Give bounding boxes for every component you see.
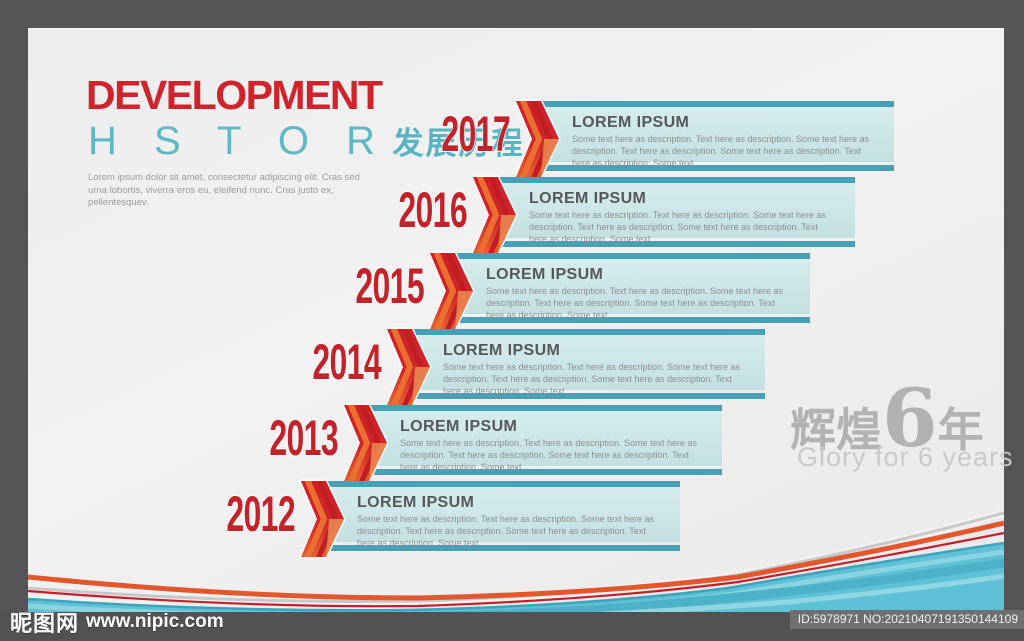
banner-description: Some text here as description. Text here…: [400, 438, 697, 472]
chevron-arrow-icon: [514, 99, 561, 179]
banner-description: Some text here as description. Text here…: [443, 362, 740, 396]
chevron-arrow-icon: [428, 251, 475, 331]
banner-title: LOREM IPSUM: [443, 342, 561, 359]
banner-description: Some text here as description. Text here…: [572, 134, 869, 168]
banner-top-strip: [323, 481, 680, 487]
timeline-banner: LOREM IPSUM Some text here as descriptio…: [538, 101, 894, 171]
banner-body: LOREM IPSUM Some text here as descriptio…: [538, 107, 894, 168]
banner-description: Some text here as description. Text here…: [529, 210, 826, 244]
timeline-row-2014: 2014 LOREM IPSUM Some text here as descr…: [0, 327, 1024, 413]
chevron-arrow-icon: [385, 327, 432, 407]
year-label: 2015: [355, 258, 424, 314]
banner-top-strip: [366, 405, 722, 411]
timeline-row-2013: 2013 LOREM IPSUM Some text here as descr…: [0, 403, 1024, 489]
banner-bottom-strip: [409, 393, 765, 399]
site-logo: 昵图网: [10, 611, 80, 636]
banner-body: LOREM IPSUM Some text here as descriptio…: [409, 335, 765, 396]
year-label: 2012: [226, 486, 295, 542]
year-label: 2013: [269, 410, 338, 466]
banner-description: Some text here as description. Text here…: [357, 514, 654, 548]
glory-en-text: Glory for 6 years: [797, 442, 1014, 472]
timeline-banner: LOREM IPSUM Some text here as descriptio…: [495, 177, 855, 247]
banner-title: LOREM IPSUM: [486, 266, 604, 283]
glory-zh-suffix: 年: [937, 403, 984, 457]
banner-bottom-strip: [495, 241, 855, 247]
banner-body: LOREM IPSUM Some text here as descriptio…: [366, 411, 722, 472]
timeline-row-2017: 2017 LOREM IPSUM Some text here as descr…: [0, 99, 1024, 185]
banner-body: LOREM IPSUM Some text here as descriptio…: [495, 183, 855, 244]
image-id-badge: ID:5978971 NO:20210407191350144109: [790, 610, 1024, 629]
banner-description: Some text here as description. Text here…: [486, 286, 783, 320]
banner-title: LOREM IPSUM: [400, 418, 518, 435]
glory-zh-text: 辉煌6年: [790, 378, 984, 460]
banner-bottom-strip: [452, 317, 810, 323]
page-subtitle: H S T O R 发展历程: [88, 118, 524, 164]
site-watermark: 昵图网 www.nipic.com: [10, 606, 224, 638]
subtitle-en: H S T O R: [88, 119, 389, 163]
intro-paragraph: Lorem ipsum dolor sit amet, consectetur …: [88, 172, 360, 209]
banner-top-strip: [538, 101, 894, 107]
glory-number: 6: [882, 371, 938, 465]
banner-top-strip: [495, 177, 855, 183]
timeline-banner: LOREM IPSUM Some text here as descriptio…: [366, 405, 722, 475]
glory-zh-prefix: 辉煌: [790, 403, 882, 457]
timeline-banner: LOREM IPSUM Some text here as descriptio…: [452, 253, 810, 323]
site-url: www.nipic.com: [86, 611, 224, 632]
banner-title: LOREM IPSUM: [357, 494, 475, 511]
chevron-arrow-icon: [471, 175, 518, 255]
year-label: 2016: [398, 182, 467, 238]
timeline-row-2016: 2016 LOREM IPSUM Some text here as descr…: [0, 175, 1024, 261]
wave-decoration: [28, 509, 1004, 612]
page-title: DEVELOPMENT: [86, 72, 383, 118]
banner-title: LOREM IPSUM: [572, 114, 690, 131]
timeline-banner: LOREM IPSUM Some text here as descriptio…: [323, 481, 680, 551]
timeline-row-2015: 2015 LOREM IPSUM Some text here as descr…: [0, 251, 1024, 337]
year-label: 2017: [441, 106, 510, 162]
subtitle-zh: 发展历程: [392, 126, 525, 161]
timeline-banner: LOREM IPSUM Some text here as descriptio…: [409, 329, 765, 399]
banner-top-strip: [409, 329, 765, 335]
chevron-arrow-icon: [342, 403, 389, 483]
timeline-row-2012: 2012 LOREM IPSUM Some text here as descr…: [0, 479, 1024, 565]
year-label: 2014: [312, 334, 381, 390]
banner-top-strip: [452, 253, 810, 259]
banner-bottom-strip: [323, 545, 680, 551]
chevron-arrow-icon: [299, 479, 346, 559]
banner-body: LOREM IPSUM Some text here as descriptio…: [323, 487, 680, 548]
banner-bottom-strip: [366, 469, 722, 475]
banner-title: LOREM IPSUM: [529, 190, 647, 207]
banner-bottom-strip: [538, 165, 894, 171]
banner-body: LOREM IPSUM Some text here as descriptio…: [452, 259, 810, 320]
